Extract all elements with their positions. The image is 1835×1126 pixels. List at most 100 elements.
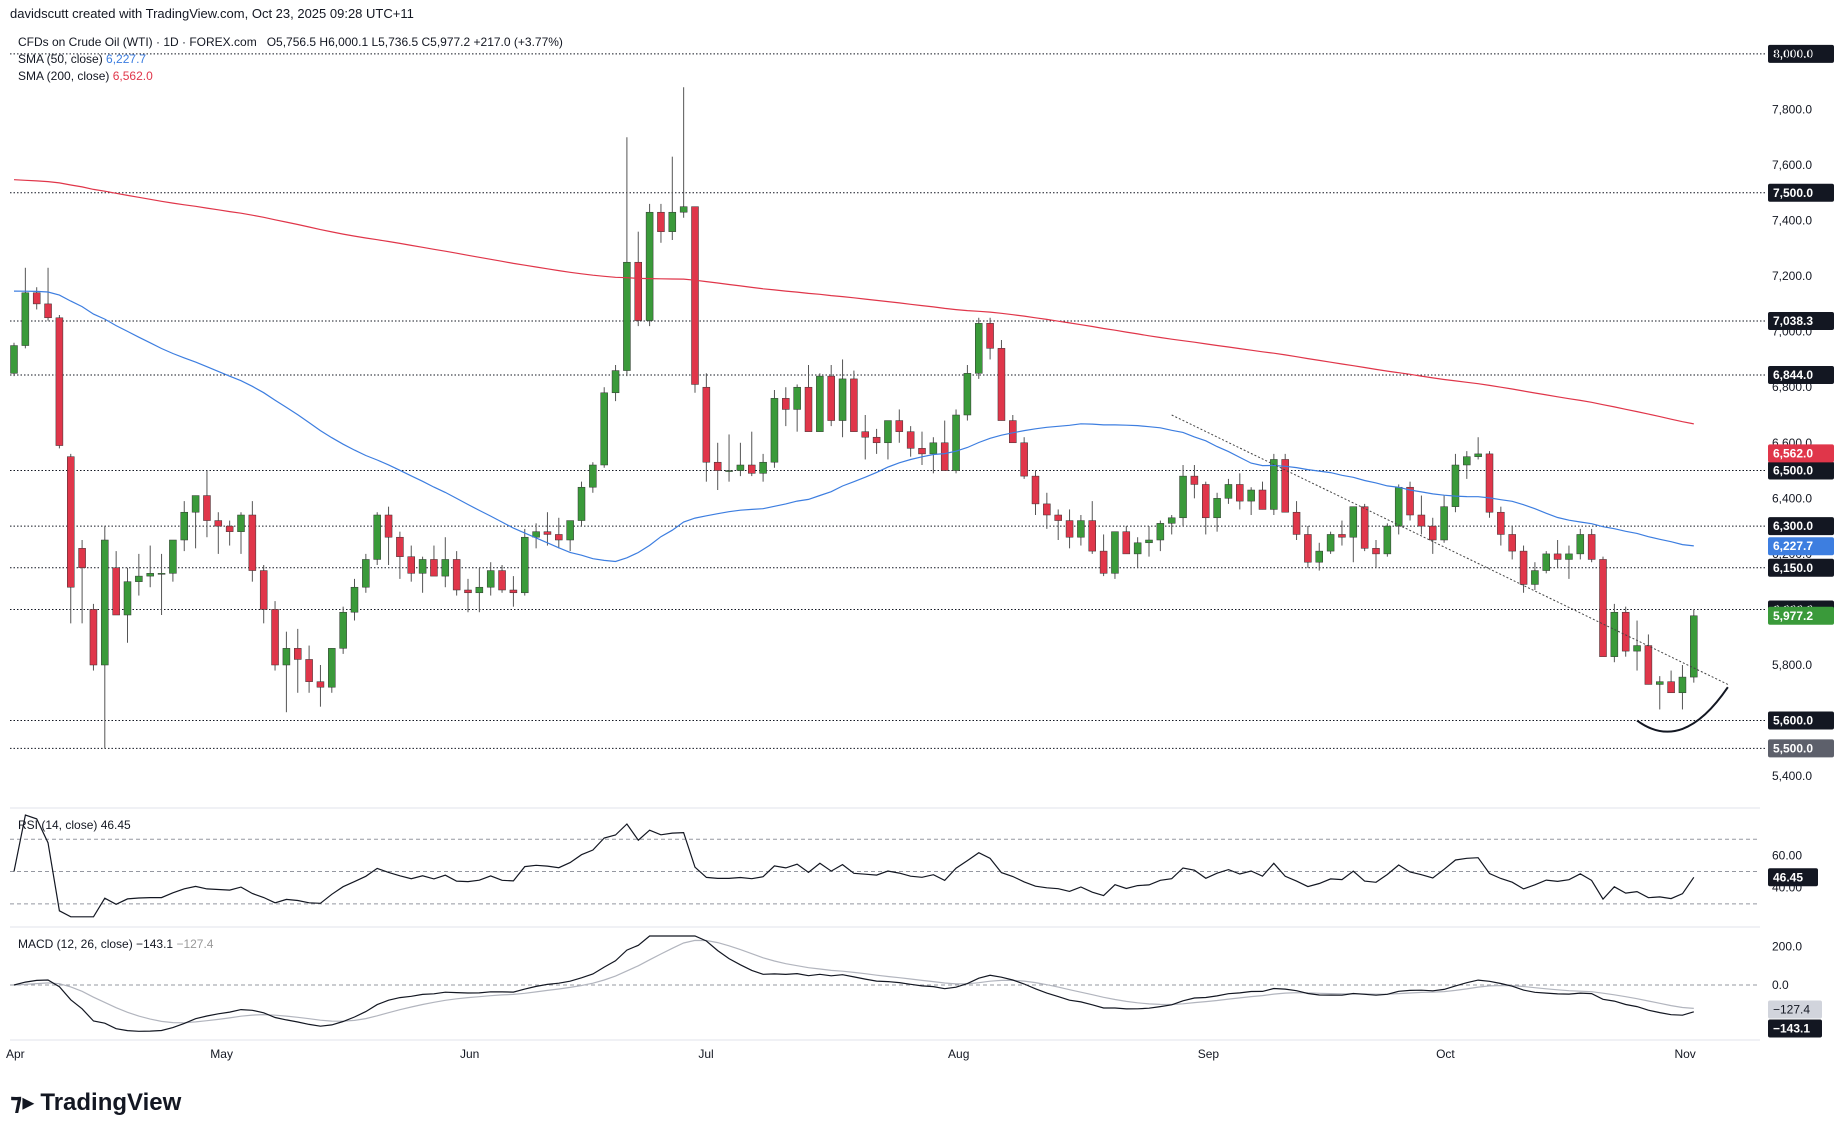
candle-body [1565,553,1573,560]
level-badge-label: 5,600.0 [1773,714,1813,728]
candle-body [452,559,461,591]
candle-body [1065,520,1074,538]
candle-body [1610,611,1619,657]
candle-body [657,211,665,232]
candle-body [21,292,30,346]
candle-body [963,373,972,416]
macd-tick-label: 0.0 [1772,978,1789,992]
candle-body [1599,559,1607,657]
time-tick-label: Oct [1436,1047,1455,1061]
candle-body [135,575,143,582]
rsi-line [13,814,1695,918]
candle-body [1167,517,1176,524]
candle-body [725,470,733,472]
macd-signal-value: −127.4 [176,937,214,951]
candle-body [770,398,779,463]
candle-body [1031,475,1040,505]
price-axis: 5,400.05,800.06,000.06,200.06,400.06,600… [1768,47,1834,783]
candle-body [1621,611,1630,652]
candle-body [1281,459,1289,513]
price-tick-label: 7,200.0 [1772,269,1812,283]
candle-body [441,559,450,577]
candle-body [1372,548,1380,555]
tradingview-logo[interactable]: ⁊▸ TradingView [10,1088,181,1117]
level-badge [1768,183,1834,202]
level-badge [1768,739,1834,758]
legend-rsi[interactable]: RSI (14, close) 46.45 [18,818,131,832]
candle-body [44,303,52,319]
candle-body [566,520,574,541]
sma50-line [13,290,1694,563]
candle-body [1542,553,1550,571]
moving-averages [13,179,1694,563]
candle-body [1054,514,1062,521]
rsi-tick-label: 60.00 [1772,848,1802,862]
candle-body [373,514,381,560]
candle-body [1145,539,1153,544]
candle-body [67,456,75,588]
candle-body [1360,506,1369,549]
candle-body [271,609,279,666]
candle-body [872,436,881,444]
candle-body [543,531,552,535]
level-badge-label: 5,500.0 [1773,741,1813,755]
legend-symbol[interactable]: CFDs on Crude Oil (WTI) · 1D · FOREX.com… [18,35,563,49]
candle-body [1383,525,1392,555]
candle-body [748,464,756,474]
candle-body [78,548,86,569]
candle-body [1497,511,1505,535]
candle-body [759,461,767,474]
candle-body [146,573,154,577]
candle-body [350,586,359,613]
candle-body [1009,420,1017,444]
level-badge-label: 6,150.0 [1773,561,1813,575]
candle-body [1236,484,1244,502]
candle-body [180,511,188,541]
candle-body [1224,484,1233,499]
candle-body [203,495,211,521]
tradingview-logo-icon: ⁊▸ [10,1089,35,1116]
rsi-badge-label: 46.45 [1773,870,1803,884]
sma200-label: SMA (200, close) [18,69,110,83]
price-tick-label: 8,000.0 [1772,47,1812,61]
candle-body [668,211,677,232]
candle-body [589,464,597,488]
rsi-badge [1768,868,1818,887]
candle-body [997,348,1006,421]
candle-body [316,681,325,688]
candle-body [975,323,983,374]
candle-body [1485,453,1494,513]
horizontal-levels: 8,000.0 7,500.0 7,038.3 6,844.0 6,500.0 6,300… [10,44,1834,758]
time-tick-label: Jul [698,1047,713,1061]
candle-body [838,378,847,421]
candle-body [339,611,347,649]
candle-body [623,261,631,371]
candle-body [486,570,495,588]
candle-body [1678,676,1687,694]
macd-signal-badge-label: −127.4 [1773,1003,1810,1017]
level-badge [1768,558,1834,577]
macd-badge [1768,1019,1822,1038]
candle-body [282,648,291,666]
macd-pane: 200.00.0−127.4−143.1 [10,935,1822,1038]
macd-label: MACD (12, 26, close) [18,937,133,951]
candle-body [1099,550,1108,574]
candle-body [464,589,472,594]
candle-body [1315,550,1323,563]
candle-body [259,570,268,610]
legend-macd[interactable]: MACD (12, 26, close) −143.1 −127.4 [18,937,213,951]
legend-sma50[interactable]: SMA (50, close) 6,227.7 [18,52,146,66]
candle-body [952,414,960,471]
candle-body [634,261,642,321]
candle-body [861,431,869,438]
candle-body [475,586,484,594]
candle-body [645,211,654,321]
legend-sma200[interactable]: SMA (200, close) 6,562.0 [18,69,153,83]
candle-body [884,420,892,444]
candle-body [1190,475,1199,485]
candle-body [827,375,835,421]
candle-body [191,495,200,513]
candle-body [55,317,64,446]
candle-body [10,345,18,374]
